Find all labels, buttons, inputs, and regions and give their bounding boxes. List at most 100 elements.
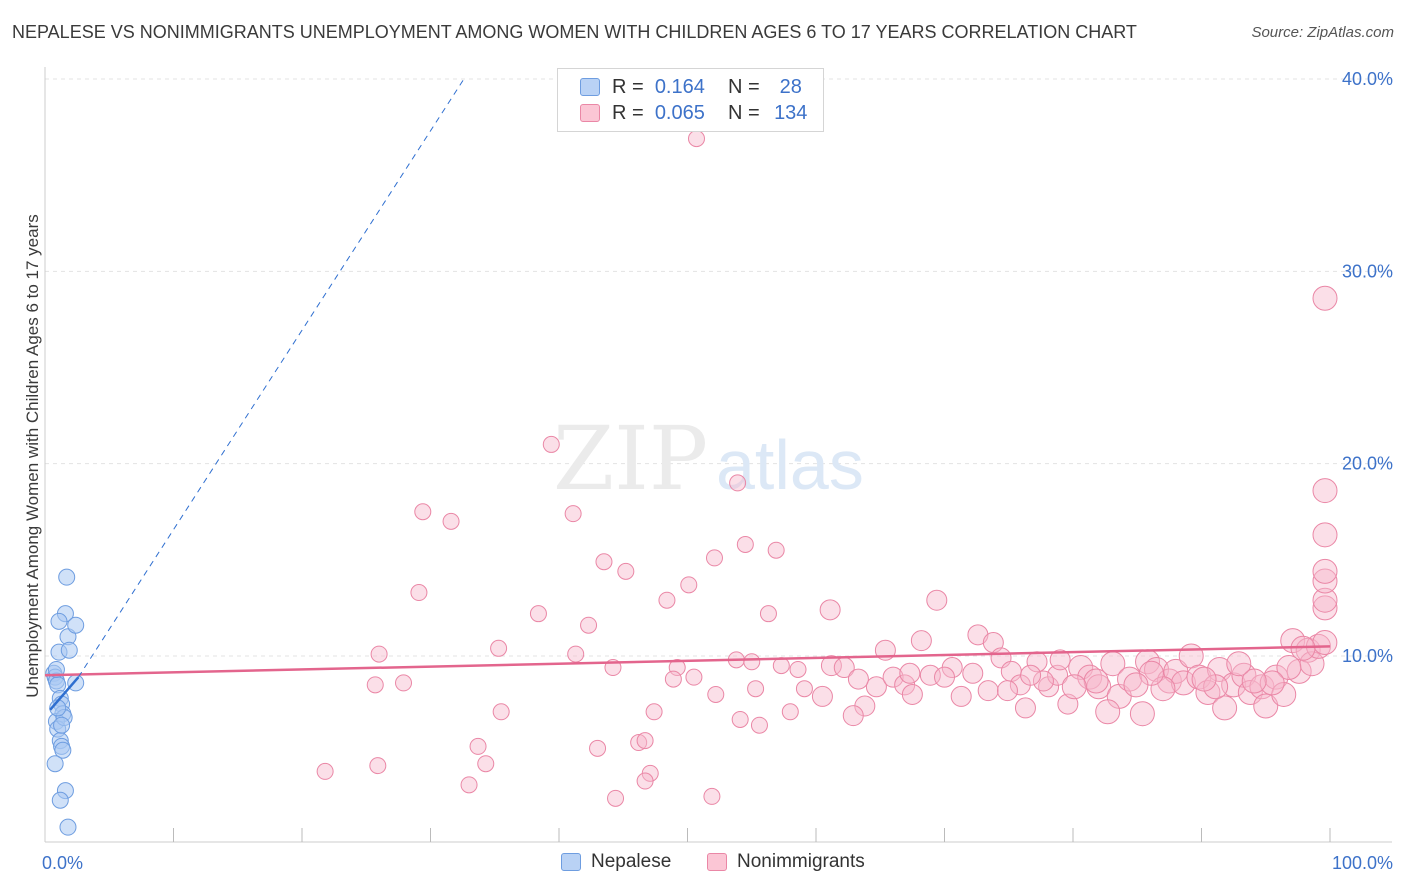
data-point-nonimmigrants xyxy=(1178,643,1204,669)
data-point-nonimmigrants xyxy=(1312,595,1338,621)
legend-item-nepalese: Nepalese xyxy=(561,851,671,873)
data-point-nonimmigrants xyxy=(1083,668,1109,694)
data-point-nonimmigrants xyxy=(1123,672,1149,698)
r-label: R = xyxy=(612,101,644,124)
trend-line-nepalese-extension xyxy=(77,78,465,678)
data-point-nonimmigrants xyxy=(882,666,904,688)
data-point-nonimmigrants xyxy=(901,683,923,705)
data-point-nonimmigrants xyxy=(414,503,432,521)
data-point-nepalese xyxy=(54,741,72,759)
data-point-nonimmigrants xyxy=(1253,693,1279,719)
data-point-nonimmigrants xyxy=(1312,568,1338,594)
series-nonimmigrants xyxy=(316,130,1338,807)
data-point-nonimmigrants xyxy=(529,605,547,623)
y-tick-label: 30.0% xyxy=(1342,261,1393,281)
data-point-nonimmigrants xyxy=(767,541,785,559)
data-point-nonimmigrants xyxy=(789,660,807,678)
data-point-nonimmigrants xyxy=(1312,558,1338,584)
watermark-zip: ZIP xyxy=(553,407,708,510)
data-point-nepalese xyxy=(50,612,68,630)
x-tick-label: 0.0% xyxy=(42,853,83,873)
data-point-nonimmigrants xyxy=(899,662,921,684)
stats-row-nonimmigrants: R = 0.065 N = 134 xyxy=(580,101,811,125)
data-point-nonimmigrants xyxy=(1049,649,1071,671)
data-point-nonimmigrants xyxy=(1312,587,1338,613)
data-point-nepalese xyxy=(67,616,85,634)
data-point-nonimmigrants xyxy=(934,666,955,688)
data-point-nonimmigrants xyxy=(490,639,508,657)
tick-labels: 10.0% 20.0% 30.0% 40.0% 0.0% 100.0% xyxy=(42,69,1393,873)
data-point-nonimmigrants xyxy=(1226,651,1252,677)
data-point-nonimmigrants xyxy=(589,739,607,757)
data-point-nonimmigrants xyxy=(567,645,585,663)
data-point-nonimmigrants xyxy=(607,789,625,807)
data-point-nonimmigrants xyxy=(1014,697,1036,719)
data-point-nonimmigrants xyxy=(636,772,654,790)
data-point-nonimmigrants xyxy=(685,668,703,686)
data-point-nonimmigrants xyxy=(1312,285,1338,311)
data-point-nepalese xyxy=(47,660,65,678)
data-point-nonimmigrants xyxy=(542,435,560,453)
data-point-nonimmigrants xyxy=(731,710,749,728)
data-point-nonimmigrants xyxy=(460,776,478,794)
data-point-nonimmigrants xyxy=(687,130,705,148)
watermark-atlas: atlas xyxy=(716,426,864,504)
data-point-nonimmigrants xyxy=(1212,695,1238,721)
data-point-nonimmigrants xyxy=(982,632,1004,654)
y-tick-label: 10.0% xyxy=(1342,646,1393,666)
data-point-nepalese xyxy=(51,791,69,809)
x-tick-label: 100.0% xyxy=(1332,853,1393,873)
data-point-nonimmigrants xyxy=(750,716,768,734)
legend-label: Nepalese xyxy=(591,851,672,872)
data-point-nonimmigrants xyxy=(370,645,388,663)
data-point-nonimmigrants xyxy=(1047,664,1069,686)
data-point-nonimmigrants xyxy=(842,705,864,727)
data-point-nonimmigrants xyxy=(492,703,510,721)
data-point-nonimmigrants xyxy=(910,630,932,652)
data-point-nonimmigrants xyxy=(395,674,413,692)
data-point-nonimmigrants xyxy=(795,680,813,698)
data-point-nonimmigrants xyxy=(705,549,723,567)
legend-label: Nonimmigrants xyxy=(737,851,865,872)
data-point-nonimmigrants xyxy=(680,576,698,594)
nepalese-swatch xyxy=(580,78,600,96)
data-point-nepalese xyxy=(58,568,76,586)
data-point-nonimmigrants xyxy=(736,535,754,553)
data-point-nonimmigrants xyxy=(747,680,765,698)
data-point-nepalese xyxy=(53,716,71,734)
data-point-nonimmigrants xyxy=(1259,670,1285,696)
data-point-nonimmigrants xyxy=(595,553,613,571)
legend-item-nonimmigrants: Nonimmigrants xyxy=(707,851,865,873)
n-label: N = xyxy=(727,75,760,98)
trend-line-nonimmigrants xyxy=(44,645,1331,677)
data-point-nonimmigrants xyxy=(580,616,598,634)
n-value: 28 xyxy=(779,75,802,98)
data-point-nonimmigrants xyxy=(1312,630,1338,656)
data-point-nonimmigrants xyxy=(926,589,948,611)
data-point-nonimmigrants xyxy=(977,680,999,702)
data-point-nonimmigrants xyxy=(1312,522,1338,548)
data-point-nonimmigrants xyxy=(469,737,487,755)
data-point-nonimmigrants xyxy=(1221,672,1247,698)
data-point-nonimmigrants xyxy=(316,762,334,780)
data-point-nonimmigrants xyxy=(645,703,663,721)
chart-title: NEPALESE VS NONIMMIGRANTS UNEMPLOYMENT A… xyxy=(12,22,1137,42)
r-value: 0.065 xyxy=(654,101,705,124)
stats-row-nepalese: R = 0.164 N = 28 xyxy=(580,75,811,99)
data-point-nonimmigrants xyxy=(759,605,777,623)
data-point-nonimmigrants xyxy=(617,562,635,580)
data-point-nonimmigrants xyxy=(636,732,654,750)
r-value: 0.164 xyxy=(654,75,705,98)
data-point-nonimmigrants xyxy=(477,755,495,773)
nonimmigrants-swatch xyxy=(580,104,600,122)
data-point-nonimmigrants xyxy=(950,685,972,707)
data-point-nepalese xyxy=(60,641,78,659)
stats-legend: R = 0.164 N = 28 R = 0.065 N = 134 xyxy=(557,68,824,132)
data-point-nonimmigrants xyxy=(1312,478,1338,504)
trend-line-nepalese xyxy=(49,676,80,711)
trend-lines xyxy=(44,78,1331,711)
data-point-nonimmigrants xyxy=(366,676,384,694)
data-point-nonimmigrants xyxy=(1077,664,1103,690)
n-value: 134 xyxy=(774,101,808,124)
